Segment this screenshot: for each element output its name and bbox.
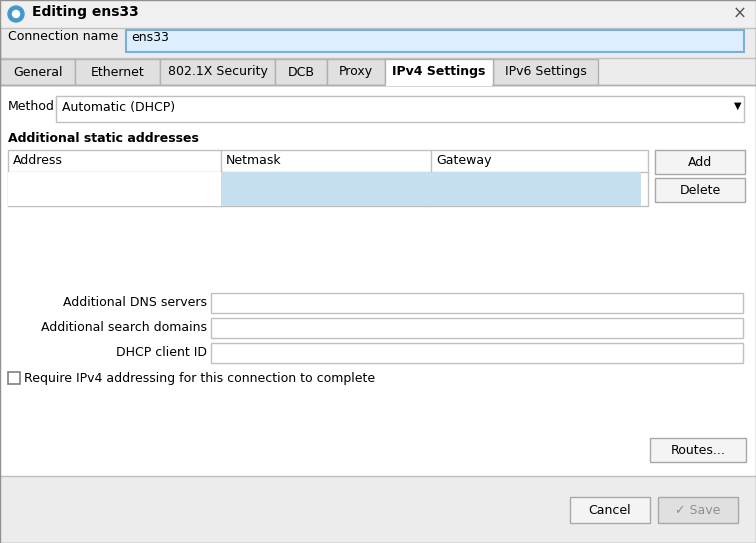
Bar xyxy=(8,150,648,206)
Bar xyxy=(385,59,493,85)
Text: ✓ Save: ✓ Save xyxy=(675,503,720,516)
Text: Add: Add xyxy=(688,155,712,168)
Bar xyxy=(75,59,160,85)
Text: Netmask: Netmask xyxy=(226,154,282,167)
Text: Proxy: Proxy xyxy=(339,66,373,79)
Bar xyxy=(211,318,743,338)
Bar xyxy=(493,59,598,85)
Text: Additional search domains: Additional search domains xyxy=(41,321,207,334)
Bar xyxy=(0,59,75,85)
Circle shape xyxy=(8,6,24,22)
Text: Method: Method xyxy=(8,100,55,113)
Bar xyxy=(386,84,492,86)
Bar xyxy=(211,343,743,363)
Text: Gateway: Gateway xyxy=(436,154,491,167)
Text: DHCP client ID: DHCP client ID xyxy=(116,346,207,359)
Text: Additional DNS servers: Additional DNS servers xyxy=(63,296,207,309)
Bar xyxy=(126,30,744,52)
Bar xyxy=(570,497,650,523)
Text: Delete: Delete xyxy=(680,184,720,197)
Bar xyxy=(56,96,744,122)
Bar xyxy=(655,150,745,174)
Bar xyxy=(658,497,738,523)
Text: General: General xyxy=(13,66,62,79)
Bar xyxy=(0,85,756,476)
Text: Additional static addresses: Additional static addresses xyxy=(8,132,199,145)
Text: Automatic (DHCP): Automatic (DHCP) xyxy=(62,101,175,114)
Text: Address: Address xyxy=(13,154,63,167)
Bar xyxy=(211,293,743,313)
Bar xyxy=(0,0,756,28)
Bar xyxy=(8,372,20,384)
Bar xyxy=(275,59,327,85)
Text: ×: × xyxy=(733,5,747,23)
Bar xyxy=(160,59,275,85)
Bar xyxy=(327,59,385,85)
Bar xyxy=(655,178,745,202)
Text: ens33: ens33 xyxy=(131,31,169,44)
Circle shape xyxy=(13,10,20,17)
Text: Routes...: Routes... xyxy=(671,444,726,457)
Text: ▼: ▼ xyxy=(734,101,742,111)
Text: Editing ens33: Editing ens33 xyxy=(32,5,139,19)
Text: Connection name: Connection name xyxy=(8,30,118,43)
Text: Require IPv4 addressing for this connection to complete: Require IPv4 addressing for this connect… xyxy=(24,372,375,385)
Text: Ethernet: Ethernet xyxy=(91,66,144,79)
Text: 802.1X Security: 802.1X Security xyxy=(168,66,268,79)
Text: IPv4 Settings: IPv4 Settings xyxy=(392,66,485,79)
Bar xyxy=(0,476,756,543)
Text: Cancel: Cancel xyxy=(589,503,631,516)
Text: DCB: DCB xyxy=(287,66,314,79)
Bar xyxy=(8,172,221,206)
Bar xyxy=(650,438,746,462)
Bar xyxy=(221,172,641,206)
Text: IPv6 Settings: IPv6 Settings xyxy=(504,66,587,79)
